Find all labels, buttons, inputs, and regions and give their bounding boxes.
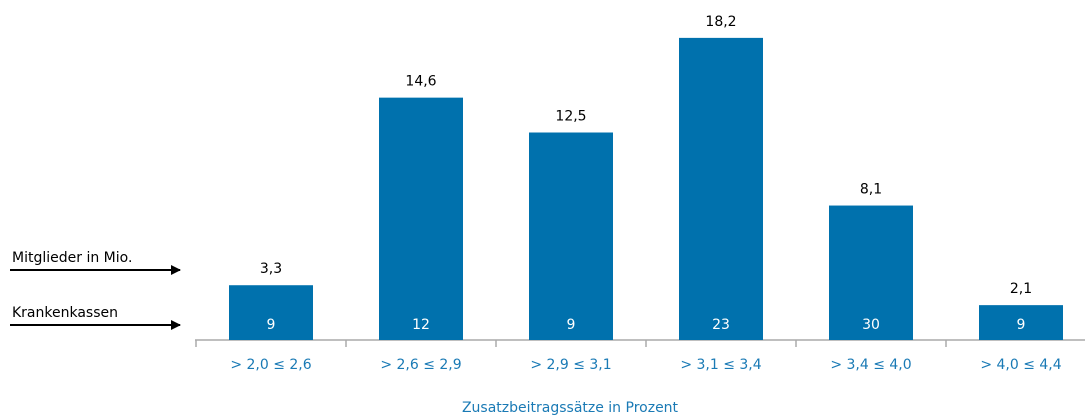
data-label: 2,1 [1010, 281, 1032, 297]
x-axis-title: Zusatzbeitragssätze in Prozent [462, 400, 679, 416]
count-label: 9 [1017, 317, 1026, 333]
x-tick-label: > 4,0 ≤ 4,4 [980, 357, 1061, 373]
bar [379, 97, 463, 340]
bar [979, 305, 1063, 340]
count-label: 23 [712, 317, 730, 333]
count-label: 9 [567, 317, 576, 333]
x-tick-label: > 3,4 ≤ 4,0 [830, 357, 911, 373]
x-tick-label: > 2,9 ≤ 3,1 [530, 357, 611, 373]
x-tick-label: > 2,0 ≤ 2,6 [230, 357, 311, 373]
data-label: 14,6 [405, 74, 436, 90]
x-tick-label: > 3,1 ≤ 3,4 [680, 357, 761, 373]
bar [829, 205, 913, 340]
bar [679, 37, 763, 340]
count-label: 12 [412, 317, 430, 333]
x-tick-label: > 2,6 ≤ 2,9 [380, 357, 461, 373]
bar [229, 285, 313, 340]
count-label: 30 [862, 317, 880, 333]
bar [529, 132, 613, 340]
data-label: 8,1 [860, 182, 882, 198]
legend-label: Krankenkassen [12, 305, 118, 321]
data-label: 18,2 [705, 14, 736, 30]
data-label: 3,3 [260, 261, 282, 277]
count-label: 9 [267, 317, 276, 333]
data-label: 12,5 [555, 109, 586, 125]
legend-label: Mitglieder in Mio. [12, 250, 132, 266]
